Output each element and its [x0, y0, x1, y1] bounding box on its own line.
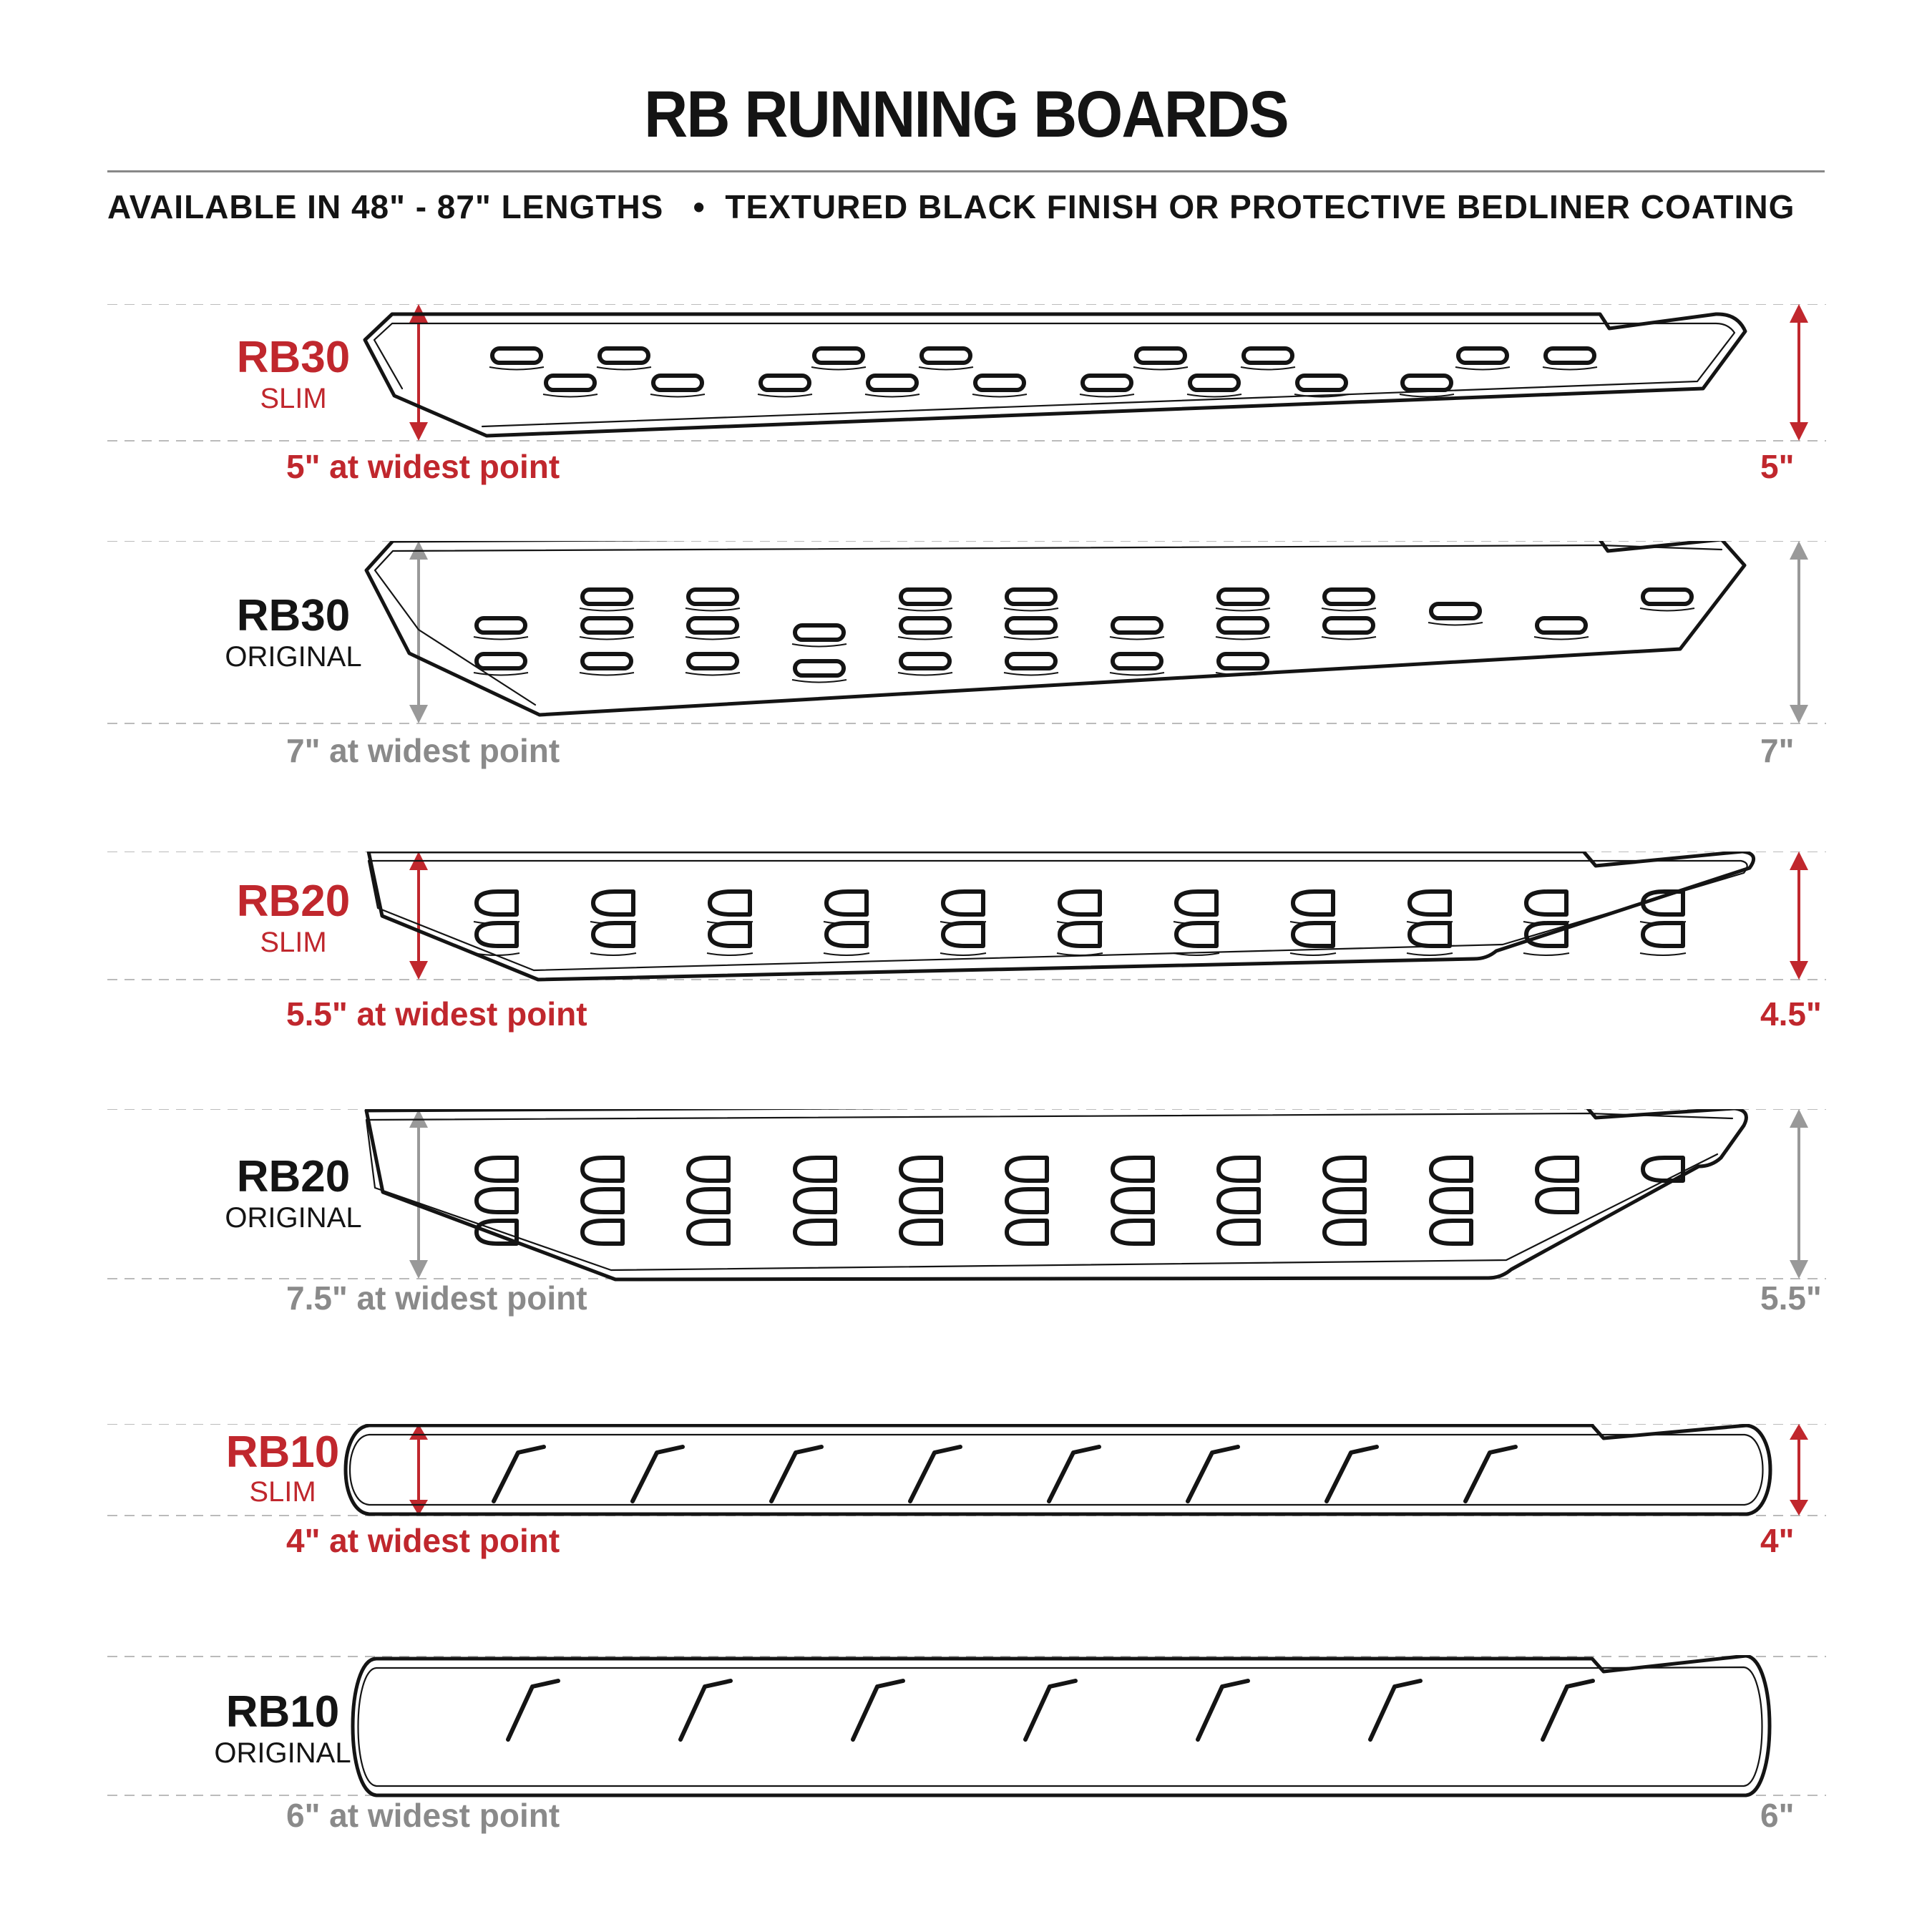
svg-text:RB10: RB10 — [226, 1428, 340, 1477]
svg-text:RB10: RB10 — [226, 1687, 340, 1737]
svg-text:SLIM: SLIM — [260, 383, 326, 414]
svg-text:RB30: RB30 — [237, 591, 351, 640]
svg-text:RB20: RB20 — [237, 1152, 351, 1201]
svg-text:ORIGINAL: ORIGINAL — [214, 1737, 351, 1769]
svg-text:ORIGINAL: ORIGINAL — [225, 641, 361, 673]
svg-text:ORIGINAL: ORIGINAL — [225, 1202, 361, 1234]
svg-text:RB30: RB30 — [237, 333, 351, 382]
svg-text:SLIM: SLIM — [260, 927, 326, 958]
svg-text:RB20: RB20 — [237, 877, 351, 926]
svg-text:SLIM: SLIM — [249, 1476, 316, 1508]
